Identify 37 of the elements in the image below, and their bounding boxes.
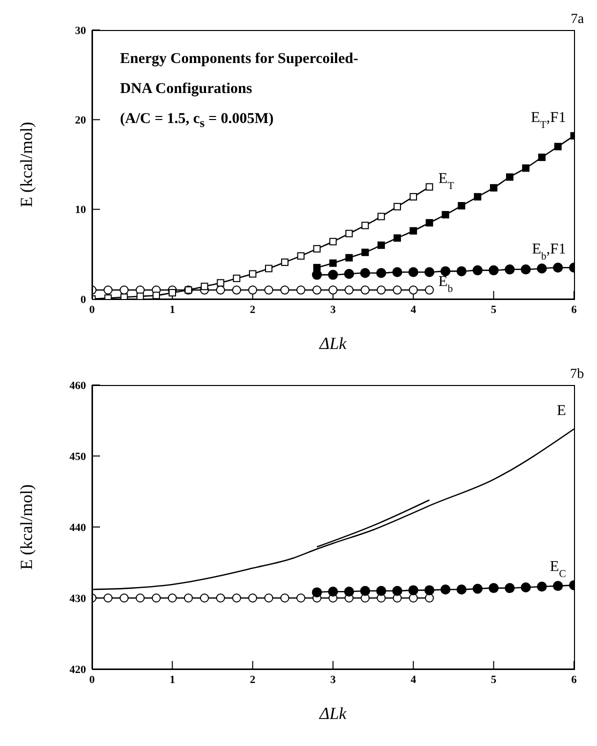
x-tick-label: 2 [250,674,256,686]
series-label: E$_{C}$ [550,559,566,580]
x-tick-label: 2 [250,304,256,316]
text: Energy Components for Supercoiled-DNA Configurations [120,50,360,99]
y-tick-label: 30 [75,24,86,37]
x-tick-label: 5 [490,674,497,686]
series-label: E$_{T}$,F1 [530,110,566,130]
x-tick-label: 4 [410,674,417,686]
x-axis-title: ΔLk [318,704,347,723]
x-tick-label: 3 [330,674,336,686]
series-label: E$_{b}$ [438,274,453,295]
x-tick-label: 3 [330,304,336,316]
y-tick-label: 440 [70,522,86,534]
y-axis-title: E (kcal/mol) [17,122,36,208]
x-axis-title: ΔLk [318,334,347,353]
series-label: E$_{b}$,F1 [532,242,566,262]
x-tick-label: 6 [571,304,578,316]
y-tick-label: 20 [75,114,86,127]
y-axis-title: E (kcal/mol) [17,484,36,570]
x-tick-label: 0 [89,674,96,686]
x-tick-label: 1 [170,304,176,316]
text: 7a [570,12,584,28]
y-tick-label: 10 [75,204,86,216]
x-tick-label: 5 [490,304,497,316]
y-tick-label: 430 [70,592,86,605]
y-tick-label: 420 [70,664,86,676]
y-tick-label: 450 [70,450,86,463]
x-tick-label: 0 [89,304,96,316]
text: (A/C = 1.5, c$_{s}$ = 0.005M) [120,110,275,132]
series-label: E [556,403,566,420]
y-tick-label: 0 [80,294,86,306]
x-tick-label: 6 [571,674,578,686]
text: 7b [570,367,584,383]
y-tick-label: 460 [70,380,86,392]
x-tick-label: 1 [170,674,176,686]
x-tick-label: 4 [410,304,417,316]
series-label: E$_{T}$ [438,170,455,192]
